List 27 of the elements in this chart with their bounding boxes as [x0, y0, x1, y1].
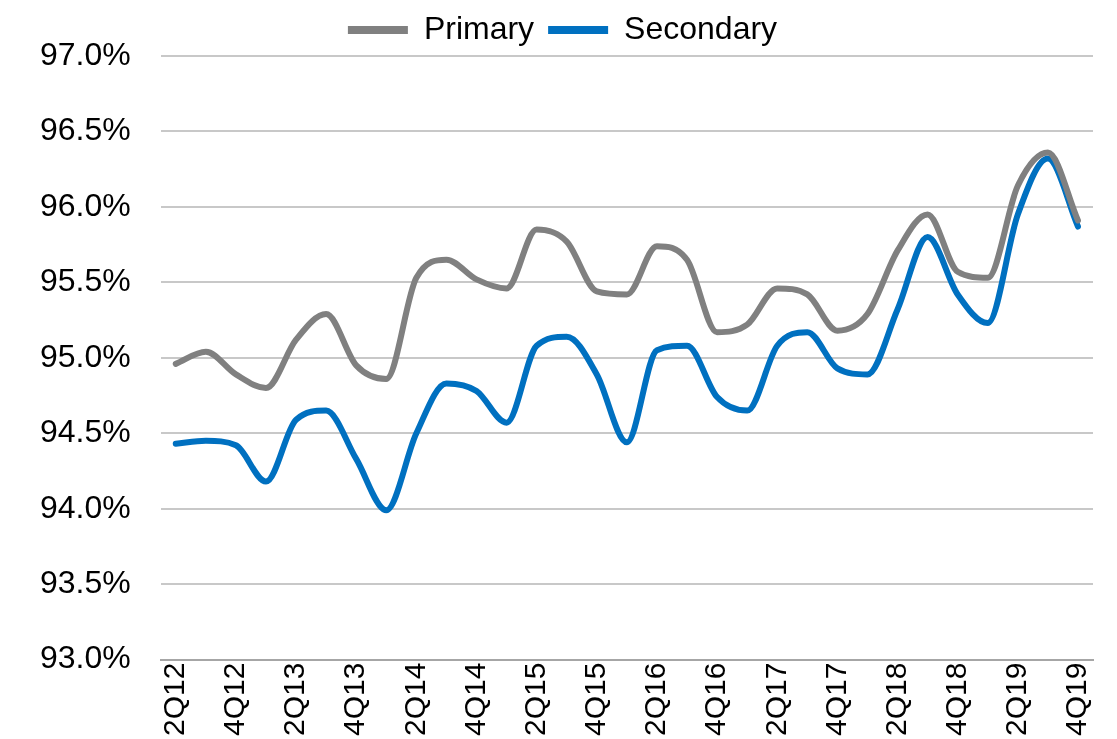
- y-tick-label: 95.5%: [40, 262, 131, 299]
- x-tick-label: 2Q16: [638, 662, 672, 736]
- x-tick-label: 4Q18: [938, 662, 972, 736]
- y-tick-label: 96.0%: [40, 186, 131, 223]
- x-tick-label: 4Q16: [698, 662, 732, 736]
- x-tick-label: 2Q14: [397, 662, 431, 736]
- legend-label: Primary: [423, 9, 535, 46]
- x-tick-label: 4Q19: [1059, 662, 1093, 736]
- x-tick-label: 4Q14: [457, 662, 491, 736]
- x-tick-label: 2Q13: [277, 662, 311, 736]
- x-tick-label: 4Q12: [217, 662, 251, 736]
- y-tick-label: 97.0%: [40, 35, 131, 72]
- y-tick-label: 94.5%: [40, 413, 131, 450]
- y-tick-label: 94.0%: [40, 488, 131, 525]
- x-tick-label: 2Q18: [878, 662, 912, 736]
- x-tick-label: 2Q15: [517, 662, 551, 736]
- x-tick-label: 4Q15: [578, 662, 612, 736]
- x-tick-label: 2Q17: [758, 662, 792, 736]
- y-tick-label: 96.5%: [40, 111, 131, 148]
- y-tick-label: 93.0%: [40, 639, 131, 676]
- x-tick-label: 2Q19: [999, 662, 1033, 736]
- y-tick-label: 95.0%: [40, 337, 131, 374]
- legend-label: Secondary: [624, 9, 778, 46]
- x-tick-label: 2Q12: [157, 662, 191, 736]
- x-tick-label: 4Q17: [818, 662, 852, 736]
- y-tick-label: 93.5%: [40, 563, 131, 600]
- x-tick-label: 4Q13: [337, 662, 371, 736]
